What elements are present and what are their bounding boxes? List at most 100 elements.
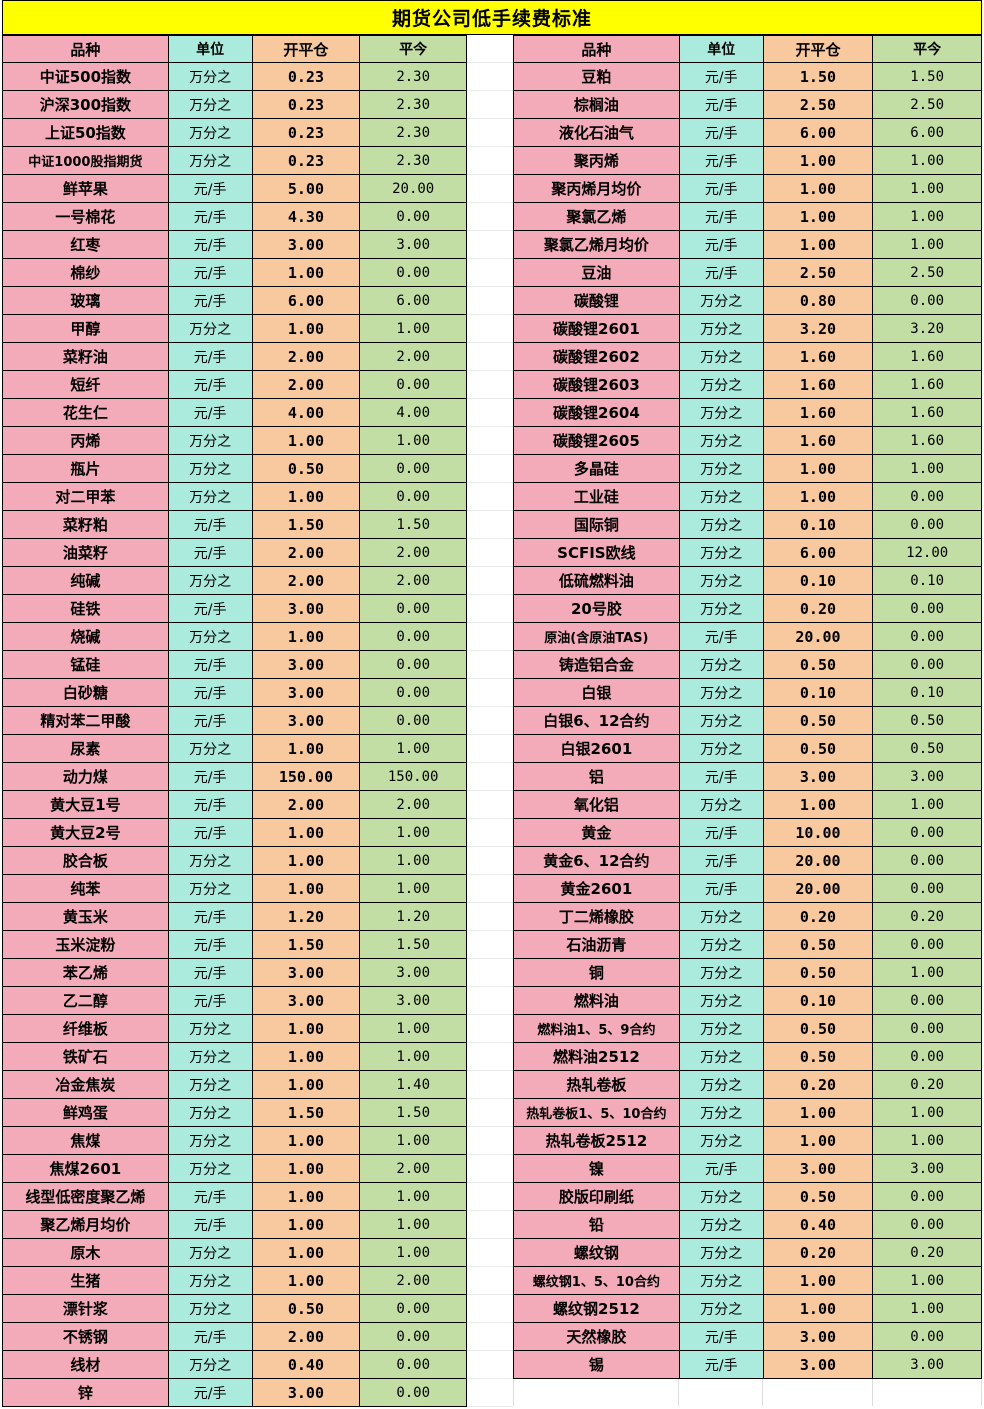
cell-variety: 黄大豆2号: [2, 818, 169, 847]
cell-close-today: 1.00: [872, 1126, 982, 1155]
cell-unit: 元/手: [678, 622, 764, 651]
cell-open-close: 2.00: [251, 1322, 361, 1351]
cell-open-close: 0.23: [251, 62, 361, 91]
cell-variety: 天然橡胶: [512, 1322, 680, 1351]
cell-open-close: 0.50: [251, 454, 361, 483]
cell-variety: 螺纹钢1、5、10合约: [512, 1266, 680, 1295]
right-table-column: 品种 单位 开平仓 平今 豆粕 元/手 1.50 1.50 棕榈油 元/手 2.50 2.50…: [512, 35, 982, 1406]
table-row: 螺纹钢1、5、10合约 万分之 1.00 1.00: [512, 1266, 982, 1295]
table-row: 燃料油 万分之 0.10 0.00: [512, 986, 982, 1015]
cell-close-today: 1.00: [872, 790, 982, 819]
cell-variety: 锰硅: [2, 650, 169, 679]
table-row: 黄大豆2号 元/手 1.00 1.00: [2, 818, 468, 847]
cell-close-today: 2.00: [359, 1154, 468, 1183]
table-row: 玉米淀粉 元/手 1.50 1.50: [2, 930, 468, 959]
cell-close-today: 0.00: [872, 986, 982, 1015]
table-row: 玻璃 元/手 6.00 6.00: [2, 286, 468, 315]
cell-close-today: 3.00: [359, 230, 468, 259]
cell-close-today: 6.00: [872, 118, 982, 147]
fee-tables: 品种 单位 开平仓 平今 中证500指数 万分之 0.23 2.30 沪深300指数 万分…: [2, 35, 982, 1407]
table-row: 螺纹钢 万分之 0.20 0.20: [512, 1238, 982, 1267]
cell-unit: 万分之: [678, 1014, 764, 1043]
table-row: 锌元/手 3.00 0.00: [2, 1378, 468, 1407]
cell-open-close: 1.00: [251, 846, 361, 875]
table-row: 油菜籽 元/手 2.00 2.00: [2, 538, 468, 567]
table-row: 胶版印刷纸 万分之 0.50 0.00: [512, 1182, 982, 1211]
cell-unit: 元/手: [678, 62, 764, 91]
table-row: 白砂糖 元/手 3.00 0.00: [2, 678, 468, 707]
cell-unit: 元/手: [167, 1322, 253, 1351]
cell-close-today: 1.60: [872, 398, 982, 427]
empty-cell: [763, 1379, 873, 1406]
cell-unit: 元/手: [678, 1350, 764, 1379]
cell-variety: 精对苯二甲酸: [2, 706, 169, 735]
cell-unit: 元/手: [678, 230, 764, 259]
empty-cell: [512, 1379, 679, 1406]
cell-unit: 元/手: [167, 818, 253, 847]
table-row: 黄金 元/手 10.00 0.00: [512, 818, 982, 847]
cell-open-close: 1.00: [251, 734, 361, 763]
cell-close-today: 1.00: [872, 146, 982, 175]
cell-open-close: 1.00: [251, 1210, 361, 1239]
table-row: 焦煤 万分之 1.00 1.00: [2, 1126, 468, 1155]
cell-close-today: 1.50: [359, 1098, 468, 1127]
cell-variety: 漂针浆: [2, 1294, 169, 1323]
cell-open-close: 20.00: [762, 622, 874, 651]
cell-variety: 冶金焦炭: [2, 1070, 169, 1099]
table-row: 甲醇 万分之 1.00 1.00: [2, 314, 468, 343]
header-row: 品种 单位 开平仓 平今: [2, 35, 468, 63]
cell-unit: 万分之: [167, 118, 253, 147]
cell-unit: 元/手: [167, 706, 253, 735]
header-row: 品种 单位 开平仓 平今: [512, 35, 982, 63]
cell-open-close: 3.00: [251, 230, 361, 259]
cell-open-close: 1.00: [762, 1098, 874, 1127]
cell-open-close: 1.50: [251, 510, 361, 539]
cell-close-today: 0.20: [872, 902, 982, 931]
table-row: 碳酸锂2604 万分之 1.60 1.60: [512, 398, 982, 427]
cell-variety: 红枣: [2, 230, 169, 259]
cell-variety: 螺纹钢: [512, 1238, 680, 1267]
cell-unit: 元/手: [678, 818, 764, 847]
cell-open-close: 1.00: [251, 482, 361, 511]
cell-open-close: 4.30: [251, 202, 361, 231]
cell-variety: 碳酸锂2603: [512, 370, 680, 399]
table-row: 丁二烯橡胶 万分之 0.20 0.20: [512, 902, 982, 931]
cell-variety: 黄金2601: [512, 874, 680, 903]
table-row: 碳酸锂2602 万分之 1.60 1.60: [512, 342, 982, 371]
cell-close-today: 1.60: [872, 426, 982, 455]
cell-open-close: 3.00: [251, 958, 361, 987]
table-header: 品种 单位 开平仓 平今: [2, 35, 468, 63]
cell-unit: 万分之: [678, 1266, 764, 1295]
table-row: 纯苯 万分之 1.00 1.00: [2, 874, 468, 903]
cell-variety: 丙烯: [2, 426, 169, 455]
table-row: 棕榈油 元/手 2.50 2.50: [512, 90, 982, 119]
cell-variety: 玻璃: [2, 286, 169, 315]
cell-variety: 焦煤2601: [2, 1154, 169, 1183]
table-row: 漂针浆 万分之 0.50 0.00: [2, 1294, 468, 1323]
cell-open-close: 1.50: [251, 930, 361, 959]
table-row: 碳酸锂 万分之 0.80 0.00: [512, 286, 982, 315]
table-row: 石油沥青 万分之 0.50 0.00: [512, 930, 982, 959]
table-row: 线型低密度聚乙烯 元/手 1.00 1.00: [2, 1182, 468, 1211]
cell-close-today: 1.00: [359, 1014, 468, 1043]
table-row: 铝元/手 3.00 3.00: [512, 762, 982, 791]
cell-variety: 白银: [512, 678, 680, 707]
table-row: 碳酸锂2603 万分之 1.60 1.60: [512, 370, 982, 399]
cell-close-today: 3.00: [872, 762, 982, 791]
table-body-right: 豆粕 元/手 1.50 1.50 棕榈油 元/手 2.50 2.50 液化石油气 元/手 6.00 6…: [512, 62, 982, 1379]
cell-open-close: 0.80: [762, 286, 874, 315]
cell-variety: 尿素: [2, 734, 169, 763]
cell-close-today: 0.00: [359, 678, 468, 707]
table-row: 热轧卷板2512 万分之 1.00 1.00: [512, 1126, 982, 1155]
cell-open-close: 0.20: [762, 1070, 874, 1099]
cell-open-close: 1.00: [251, 1238, 361, 1267]
cell-close-today: 3.00: [359, 958, 468, 987]
cell-close-today: 0.00: [872, 1014, 982, 1043]
cell-open-close: 1.60: [762, 426, 874, 455]
cell-unit: 万分之: [678, 594, 764, 623]
cell-close-today: 2.00: [359, 342, 468, 371]
cell-open-close: 0.50: [762, 650, 874, 679]
cell-close-today: 0.00: [359, 594, 468, 623]
cell-unit: 万分之: [678, 398, 764, 427]
cell-open-close: 0.10: [762, 986, 874, 1015]
